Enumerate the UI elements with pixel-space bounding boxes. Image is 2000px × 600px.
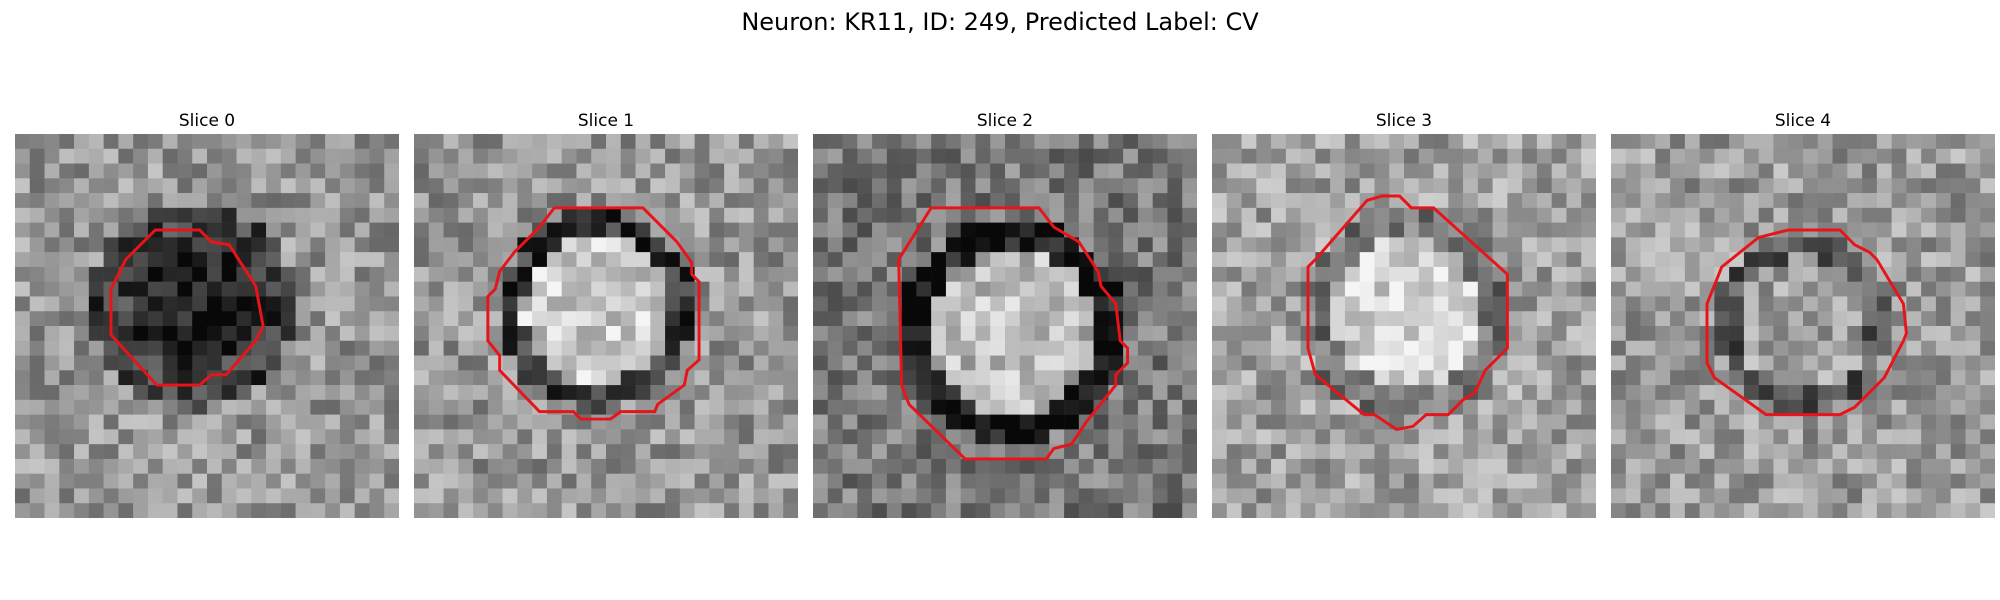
slice-image [15, 134, 399, 518]
slice-title: Slice 3 [1375, 111, 1433, 131]
slice-panel-2: Slice 2 [813, 110, 1197, 518]
pixel-grid [813, 134, 1197, 518]
slice-panel-3: Slice 3 [1212, 110, 1596, 518]
slice-panel-0: Slice 0 [15, 110, 399, 518]
pixel-grid [414, 134, 798, 518]
pixel-grid [15, 134, 399, 518]
roi-outline [1705, 228, 1908, 417]
slice-panel-4: Slice 4 [1611, 110, 1995, 518]
roi-outline [109, 228, 265, 387]
slice-image [1611, 134, 1995, 518]
slice-title: Slice 4 [1774, 111, 1832, 131]
pixel-grid [1611, 134, 1995, 518]
roi-outline [1306, 194, 1509, 431]
slice-title: Slice 2 [976, 111, 1034, 131]
roi-outline [897, 206, 1130, 461]
slice-image [414, 134, 798, 518]
slice-image [1212, 134, 1596, 518]
figure-title: Neuron: KR11, ID: 249, Predicted Label: … [741, 8, 1259, 36]
roi-outline [486, 206, 701, 421]
slice-title: Slice 1 [577, 111, 635, 131]
pixel-grid [1212, 134, 1596, 518]
slice-panel-1: Slice 1 [414, 110, 798, 518]
slice-image [813, 134, 1197, 518]
slice-title: Slice 0 [178, 111, 236, 131]
